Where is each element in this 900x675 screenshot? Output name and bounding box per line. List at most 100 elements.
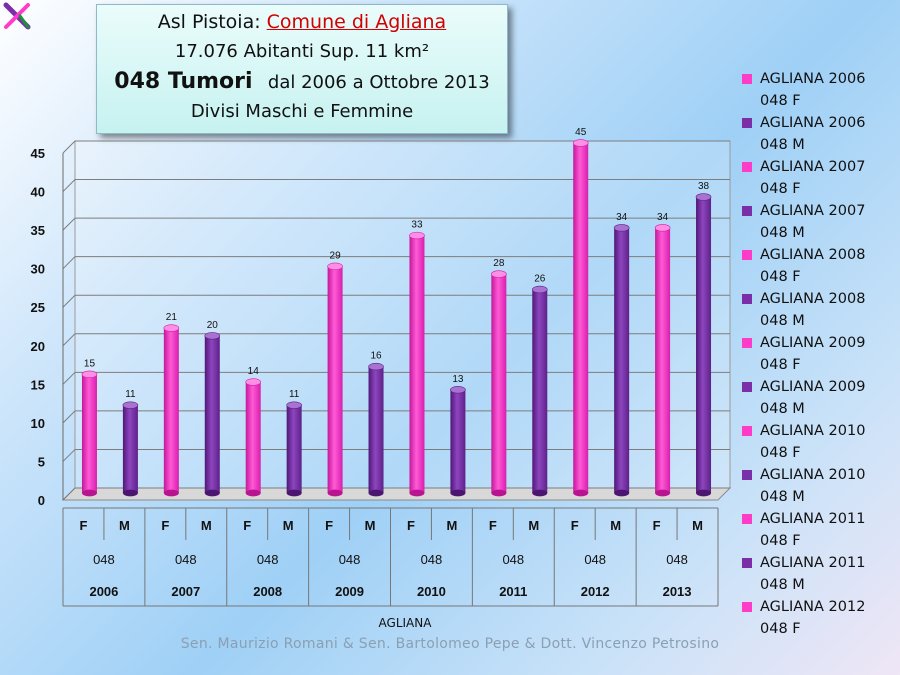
legend-entry: AGLIANA 2011 <box>738 508 898 530</box>
gridline <box>62 487 730 501</box>
x-code-label: 048 <box>502 552 524 567</box>
bar <box>122 401 139 497</box>
gridline <box>62 140 730 154</box>
gridline <box>62 256 730 270</box>
x-code-label: 048 <box>257 552 279 567</box>
legend-swatch <box>742 206 752 216</box>
bar <box>163 324 180 497</box>
data-label: 14 <box>248 366 260 377</box>
x-axis-table: F M F M F M F M F M F M F M F M 048 2006 048 2007 048 2008 048… <box>62 507 719 607</box>
bar <box>409 231 425 497</box>
legend-swatch <box>742 470 752 480</box>
x-year-label: 2008 <box>253 584 282 599</box>
legend-label: AGLIANA 2011 <box>760 555 866 571</box>
x-sex-label: F <box>325 518 333 533</box>
legend-swatch <box>742 74 752 84</box>
x-sex-label: F <box>407 518 415 533</box>
gridlines <box>62 140 730 501</box>
legend-swatch <box>742 338 752 348</box>
legend-entry: AGLIANA 2008 <box>738 288 898 310</box>
x-code-label: 048 <box>93 552 115 567</box>
x-code-label: 048 <box>421 552 443 567</box>
legend-label: AGLIANA 2006 <box>760 71 866 87</box>
x-axis-label: AGLIANA <box>378 616 432 630</box>
gridline <box>62 333 730 347</box>
title-highlight: Comune di Agliana <box>266 11 447 33</box>
gridline <box>62 410 730 424</box>
legend-sublabel: 048 M <box>760 137 805 153</box>
x-year-label: 2009 <box>335 584 364 599</box>
legend-entry: AGLIANA 2007 <box>738 156 898 178</box>
legend-sublabel: 048 F <box>760 181 801 197</box>
title-population: 17.076 Abitanti Sup. 11 km² <box>174 41 430 62</box>
data-label: 11 <box>125 389 136 400</box>
data-label: 28 <box>493 258 505 269</box>
title-box: Asl Pistoia: Comune di Agliana 17.076 Ab… <box>96 4 508 134</box>
bar <box>368 362 384 497</box>
legend-entry: AGLIANA 2006 <box>738 112 898 134</box>
bar <box>613 224 630 497</box>
legend-sublabel: 048 M <box>760 489 805 505</box>
legend-label: AGLIANA 2010 <box>760 467 866 483</box>
legend-label: AGLIANA 2008 <box>760 291 866 307</box>
legend-sublabel: 048 F <box>760 445 801 461</box>
legend-sublabel: 048 M <box>760 401 805 417</box>
x-sex-label: M <box>446 518 457 533</box>
data-label: 45 <box>575 127 587 138</box>
legend: AGLIANA 2006 048 F AGLIANA 2006 048 M AGLIAN… <box>738 68 898 640</box>
legend-entry: AGLIANA 2008 <box>738 244 898 266</box>
bar <box>204 332 221 497</box>
bar <box>286 401 302 497</box>
x-code-label: 048 <box>175 552 197 567</box>
legend-entry: AGLIANA 2009 <box>738 332 898 354</box>
x-year-label: 2007 <box>171 584 200 599</box>
legend-entry: AGLIANA 2010 <box>738 420 898 442</box>
bar <box>491 270 507 497</box>
legend-swatch <box>742 162 752 172</box>
legend-entry: AGLIANA 2007 <box>738 200 898 222</box>
data-label: 34 <box>616 212 628 223</box>
legend-label: AGLIANA 2010 <box>760 423 866 439</box>
title-line-1: Asl Pistoia: Comune di Agliana <box>97 11 507 33</box>
data-label: 34 <box>657 212 669 223</box>
legend-entry: AGLIANA 2006 <box>738 68 898 90</box>
title-main: 048 Tumori <box>114 69 253 94</box>
x-sex-label: M <box>528 518 539 533</box>
x-sex-label: F <box>653 518 661 533</box>
x-year-label: 2011 <box>499 584 527 599</box>
legend-label: AGLIANA 2012 <box>760 599 866 615</box>
x-sex-label: F <box>161 518 169 533</box>
x-sex-label: M <box>610 518 621 533</box>
y-tick-label: 5 <box>38 454 45 469</box>
legend-label: AGLIANA 2007 <box>760 203 866 219</box>
gridline <box>62 371 730 385</box>
legend-entry: AGLIANA 2010 <box>738 464 898 486</box>
x-year-label: 2012 <box>581 584 610 599</box>
legend-swatch <box>742 602 752 612</box>
bar <box>81 370 98 497</box>
data-label: 26 <box>534 274 546 285</box>
y-tick-label: 40 <box>31 185 45 200</box>
legend-swatch <box>742 558 752 568</box>
data-label: 11 <box>289 389 300 400</box>
bar <box>572 139 589 497</box>
x-sex-label: F <box>79 518 87 533</box>
bars: 15 11 21 20 14 11 29 16 33 13 28 26 45 34 34 38 <box>81 127 712 497</box>
data-label: 38 <box>698 181 710 192</box>
gridline <box>62 448 730 462</box>
legend-label: AGLIANA 2009 <box>760 335 866 351</box>
legend-swatch <box>742 118 752 128</box>
gridline <box>62 217 730 231</box>
legend-sublabel: 048 F <box>760 533 801 549</box>
legend-swatch <box>742 426 752 436</box>
x-year-label: 2010 <box>417 584 446 599</box>
y-tick-label: 35 <box>31 223 45 238</box>
legend-label: AGLIANA 2008 <box>760 247 866 263</box>
title-prefix: Asl Pistoia: <box>157 11 267 33</box>
legend-swatch <box>742 514 752 524</box>
x-sex-label: M <box>692 518 703 533</box>
data-label: 16 <box>370 351 382 362</box>
data-label: 20 <box>207 320 219 331</box>
gridline <box>62 294 730 308</box>
x-sex-label: M <box>119 518 130 533</box>
